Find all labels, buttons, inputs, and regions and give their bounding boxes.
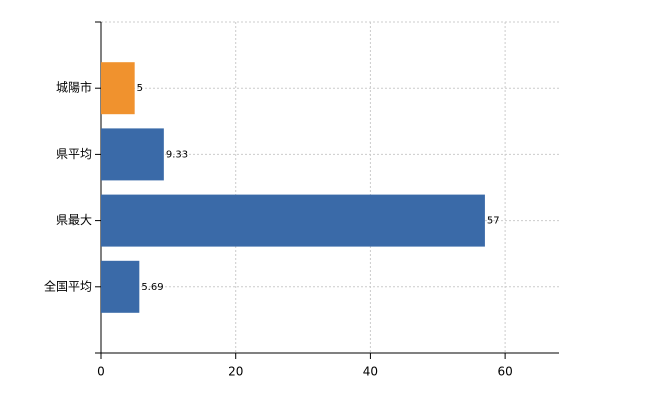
value-label: 5.69 — [141, 282, 163, 293]
x-tick-label: 20 — [228, 365, 243, 379]
value-label: 57 — [487, 216, 500, 227]
value-label: 5 — [137, 83, 143, 94]
bar — [101, 128, 164, 181]
y-tick-label: 全国平均 — [44, 278, 92, 293]
bar — [101, 260, 140, 313]
x-tick-label: 40 — [363, 365, 378, 379]
y-tick-label: 県最大 — [56, 213, 92, 227]
value-label: 9.33 — [166, 149, 188, 160]
y-tick-label: 城陽市 — [56, 80, 92, 95]
bar — [101, 62, 135, 115]
x-tick-label: 0 — [97, 365, 105, 379]
bar — [101, 194, 485, 247]
x-tick-label: 60 — [497, 365, 512, 379]
y-tick-label: 県平均 — [56, 147, 92, 161]
